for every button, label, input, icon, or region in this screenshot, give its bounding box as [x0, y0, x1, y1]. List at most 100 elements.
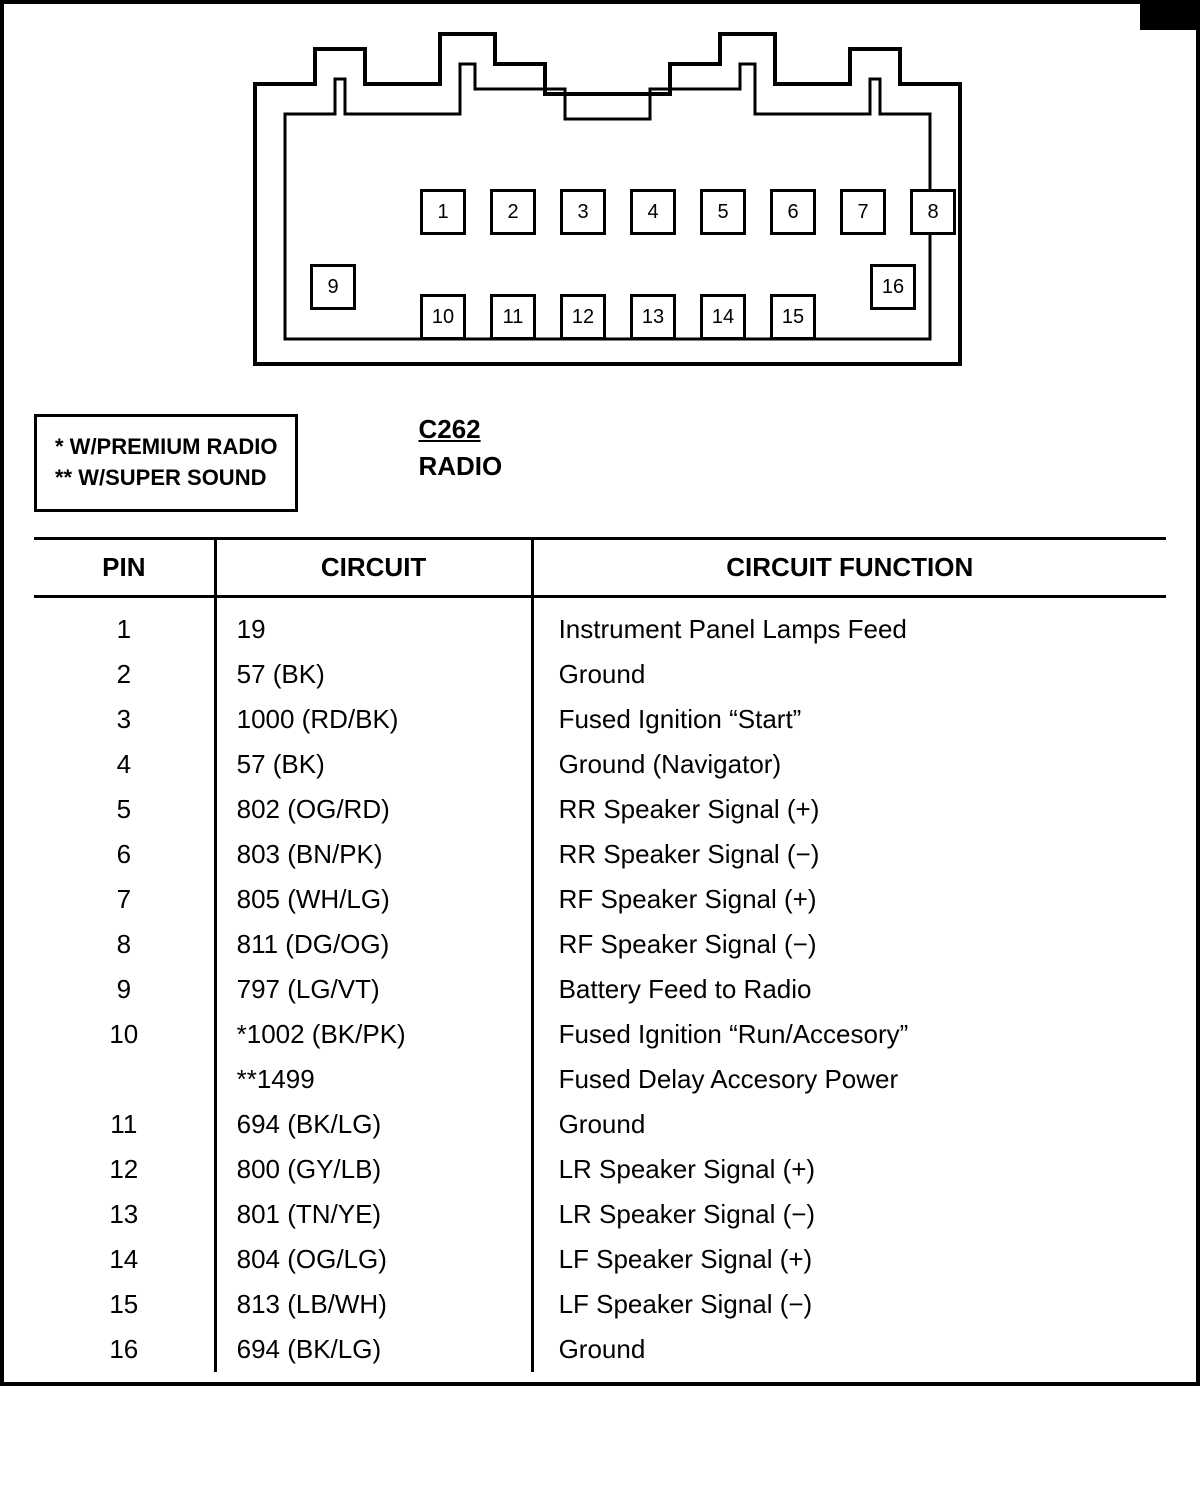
table-row: 12800 (GY/LB)LR Speaker Signal (+) — [34, 1147, 1166, 1192]
table-row: **1499Fused Delay Accesory Power — [34, 1057, 1166, 1102]
cell-pin: 5 — [34, 787, 215, 832]
cell-circuit: 694 (BK/LG) — [215, 1102, 532, 1147]
pin-10: 10 — [420, 294, 466, 340]
pin-2: 2 — [490, 189, 536, 235]
cell-pin: 16 — [34, 1327, 215, 1372]
pin-4: 4 — [630, 189, 676, 235]
cell-function: Battery Feed to Radio — [532, 967, 1166, 1012]
col-header-circuit: CIRCUIT — [215, 538, 532, 596]
cell-function: RF Speaker Signal (−) — [532, 922, 1166, 967]
legend-line-1: * W/PREMIUM RADIO — [55, 432, 277, 463]
cell-circuit: 802 (OG/RD) — [215, 787, 532, 832]
cell-pin: 1 — [34, 596, 215, 652]
cell-function: Fused Ignition “Start” — [532, 697, 1166, 742]
wiring-diagram-page: 12345678916101112131415 * W/PREMIUM RADI… — [0, 0, 1200, 1386]
cell-function: LF Speaker Signal (−) — [532, 1282, 1166, 1327]
cell-function: Fused Delay Accesory Power — [532, 1057, 1166, 1102]
pin-14: 14 — [700, 294, 746, 340]
pin-6: 6 — [770, 189, 816, 235]
pin-1: 1 — [420, 189, 466, 235]
cell-circuit: 57 (BK) — [215, 742, 532, 787]
table-header-row: PIN CIRCUIT CIRCUIT FUNCTION — [34, 538, 1166, 596]
cell-pin: 4 — [34, 742, 215, 787]
cell-function: LF Speaker Signal (+) — [532, 1237, 1166, 1282]
connector-diagram: 12345678916101112131415 — [210, 24, 990, 384]
cell-pin: 7 — [34, 877, 215, 922]
cell-pin: 13 — [34, 1192, 215, 1237]
col-header-pin: PIN — [34, 538, 215, 596]
cell-circuit: 694 (BK/LG) — [215, 1327, 532, 1372]
table-row: 10*1002 (BK/PK)Fused Ignition “Run/Acces… — [34, 1012, 1166, 1057]
cell-circuit: 797 (LG/VT) — [215, 967, 532, 1012]
cell-pin: 2 — [34, 652, 215, 697]
cell-function: Ground — [532, 1102, 1166, 1147]
cell-function: RR Speaker Signal (−) — [532, 832, 1166, 877]
cell-function: RF Speaker Signal (+) — [532, 877, 1166, 922]
cell-function: LR Speaker Signal (−) — [532, 1192, 1166, 1237]
cell-circuit: **1499 — [215, 1057, 532, 1102]
table-row: 31000 (RD/BK)Fused Ignition “Start” — [34, 697, 1166, 742]
cell-pin: 9 — [34, 967, 215, 1012]
table-row: 9797 (LG/VT)Battery Feed to Radio — [34, 967, 1166, 1012]
cell-circuit: 800 (GY/LB) — [215, 1147, 532, 1192]
cell-circuit: *1002 (BK/PK) — [215, 1012, 532, 1057]
connector-diagram-wrap: 12345678916101112131415 — [34, 24, 1166, 384]
table-row: 7805 (WH/LG)RF Speaker Signal (+) — [34, 877, 1166, 922]
table-row: 16694 (BK/LG)Ground — [34, 1327, 1166, 1372]
cell-circuit: 803 (BN/PK) — [215, 832, 532, 877]
pin-3: 3 — [560, 189, 606, 235]
cell-circuit: 1000 (RD/BK) — [215, 697, 532, 742]
table-row: 14804 (OG/LG)LF Speaker Signal (+) — [34, 1237, 1166, 1282]
pin-15: 15 — [770, 294, 816, 340]
pin-12: 12 — [560, 294, 606, 340]
legend-header-row: * W/PREMIUM RADIO ** W/SUPER SOUND C262 … — [34, 414, 1166, 512]
cell-pin: 14 — [34, 1237, 215, 1282]
cell-pin: 8 — [34, 922, 215, 967]
table-row: 119Instrument Panel Lamps Feed — [34, 596, 1166, 652]
connector-header: C262 RADIO — [338, 414, 1166, 482]
cell-function: Ground (Navigator) — [532, 742, 1166, 787]
cell-circuit: 57 (BK) — [215, 652, 532, 697]
cell-circuit: 805 (WH/LG) — [215, 877, 532, 922]
legend-box: * W/PREMIUM RADIO ** W/SUPER SOUND — [34, 414, 298, 512]
cell-function: Instrument Panel Lamps Feed — [532, 596, 1166, 652]
cell-pin: 12 — [34, 1147, 215, 1192]
cell-function: Ground — [532, 652, 1166, 697]
cell-circuit: 813 (LB/WH) — [215, 1282, 532, 1327]
pin-13: 13 — [630, 294, 676, 340]
cell-circuit: 801 (TN/YE) — [215, 1192, 532, 1237]
cell-function: RR Speaker Signal (+) — [532, 787, 1166, 832]
pinout-table: PIN CIRCUIT CIRCUIT FUNCTION 119Instrume… — [34, 537, 1166, 1372]
cell-pin: 6 — [34, 832, 215, 877]
cell-pin: 3 — [34, 697, 215, 742]
connector-label: RADIO — [418, 451, 502, 481]
cell-circuit: 804 (OG/LG) — [215, 1237, 532, 1282]
pin-7: 7 — [840, 189, 886, 235]
pin-5: 5 — [700, 189, 746, 235]
cell-pin — [34, 1057, 215, 1102]
legend-line-2: ** W/SUPER SOUND — [55, 463, 277, 494]
table-row: 15813 (LB/WH)LF Speaker Signal (−) — [34, 1282, 1166, 1327]
cell-pin: 10 — [34, 1012, 215, 1057]
pin-8: 8 — [910, 189, 956, 235]
col-header-function: CIRCUIT FUNCTION — [532, 538, 1166, 596]
table-row: 6803 (BN/PK)RR Speaker Signal (−) — [34, 832, 1166, 877]
cell-pin: 11 — [34, 1102, 215, 1147]
table-row: 13801 (TN/YE)LR Speaker Signal (−) — [34, 1192, 1166, 1237]
table-row: 457 (BK)Ground (Navigator) — [34, 742, 1166, 787]
table-row: 257 (BK)Ground — [34, 652, 1166, 697]
cell-pin: 15 — [34, 1282, 215, 1327]
connector-code: C262 — [418, 414, 1166, 445]
cell-circuit: 19 — [215, 596, 532, 652]
cell-circuit: 811 (DG/OG) — [215, 922, 532, 967]
table-row: 11694 (BK/LG)Ground — [34, 1102, 1166, 1147]
cell-function: Fused Ignition “Run/Accesory” — [532, 1012, 1166, 1057]
corner-marker — [1140, 0, 1200, 30]
pin-16: 16 — [870, 264, 916, 310]
cell-function: LR Speaker Signal (+) — [532, 1147, 1166, 1192]
pin-11: 11 — [490, 294, 536, 340]
pin-9: 9 — [310, 264, 356, 310]
table-row: 5802 (OG/RD)RR Speaker Signal (+) — [34, 787, 1166, 832]
cell-function: Ground — [532, 1327, 1166, 1372]
table-row: 8811 (DG/OG)RF Speaker Signal (−) — [34, 922, 1166, 967]
